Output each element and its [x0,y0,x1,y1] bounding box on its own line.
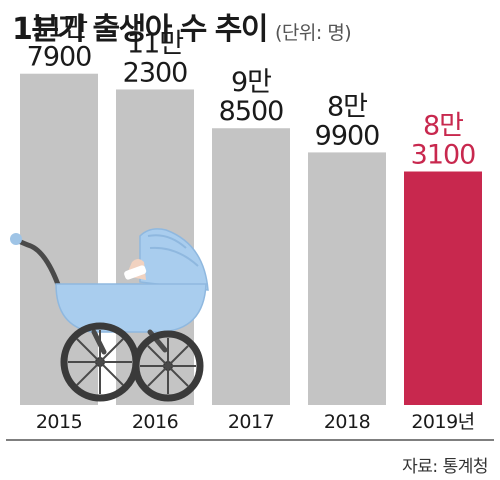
stroller-wheel-left [60,322,140,402]
stroller-wheel-right [132,330,204,402]
x-axis-labels: 2015 2016 2017 2018 2019년 [36,411,475,433]
x-tick-label: 2017 [228,411,274,433]
x-tick-label: 2015 [36,411,82,433]
value-label: 11만 [31,13,87,44]
source-note: 자료: 통계청 [402,457,488,477]
bar-2017 [212,128,290,405]
value-label: 8만 [423,111,463,142]
x-tick-label: 2016 [132,411,178,433]
unit-label: (단위: 명) [275,22,352,44]
bar-2019 [404,171,482,405]
value-label: 9900 [315,120,380,151]
value-label: 8만 [327,91,367,122]
value-label: 2300 [123,57,188,88]
x-tick-label: 2019년 [411,411,474,433]
value-label: 8500 [219,96,284,127]
value-label: 3100 [411,140,476,171]
title-row: 1분기 출생아 수 추이 (단위: 명) [12,4,352,48]
value-label: 9만 [231,67,271,98]
bar-2018 [308,152,386,405]
value-label: 7900 [27,42,92,73]
x-tick-label: 2018 [324,411,370,433]
bar-2015 [20,73,98,406]
baby-stroller-icon [10,228,209,402]
value-label: 11만 [127,28,183,59]
chart-title: 1분기 출생아 수 추이 [12,12,269,47]
